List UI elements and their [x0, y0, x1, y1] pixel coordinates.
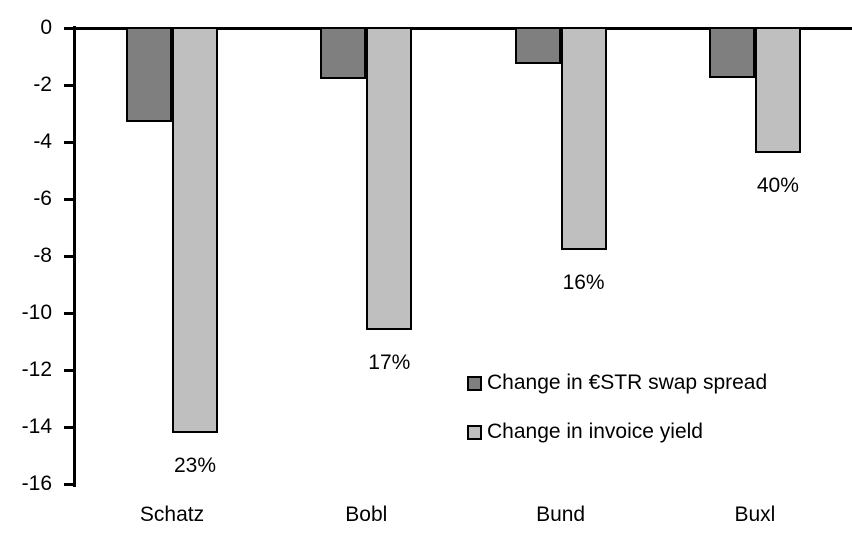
bar-swap-spread-buxl — [708, 27, 755, 78]
y-tick-label: 0 — [40, 16, 52, 39]
category-label-bobl: Bobl — [345, 503, 388, 526]
y-tick-label: -2 — [33, 73, 52, 96]
legend-swatch-dark-icon — [467, 375, 482, 391]
y-tick-mark — [64, 83, 74, 87]
legend-item-swap-spread: Change in €STR swap spread — [467, 370, 767, 396]
y-tick-mark — [64, 425, 74, 429]
legend-item-invoice-yield: Change in invoice yield — [467, 419, 767, 445]
y-axis-line — [73, 26, 76, 487]
y-tick-label: -16 — [21, 472, 52, 495]
y-tick-mark — [64, 197, 74, 201]
category-label-bund: Bund — [536, 503, 586, 526]
y-tick-label: -6 — [33, 187, 52, 210]
legend: Change in €STR swap spread Change in inv… — [467, 370, 767, 468]
category-label-buxl: Buxl — [734, 503, 776, 526]
bar-swap-spread-bobl — [320, 27, 367, 80]
value-label-bobl: 17% — [368, 351, 411, 375]
bar-swap-spread-schatz — [126, 27, 172, 123]
bar-swap-spread-bund — [514, 27, 561, 64]
y-tick-label: -12 — [21, 358, 52, 381]
y-tick-label: -8 — [33, 244, 52, 267]
bar-invoice-yield-schatz — [172, 27, 218, 433]
bar-invoice-yield-buxl — [754, 27, 801, 154]
y-tick-label: -10 — [21, 301, 52, 324]
y-tick-label: -4 — [33, 130, 52, 153]
bar-invoice-yield-bund — [560, 27, 607, 251]
legend-label-invoice-yield: Change in invoice yield — [487, 420, 703, 443]
y-tick-label: -14 — [21, 415, 52, 438]
y-tick-mark — [64, 482, 74, 486]
legend-swatch-light-icon — [467, 424, 482, 440]
value-label-schatz: 23% — [173, 453, 217, 477]
bar-invoice-yield-bobl — [366, 27, 413, 331]
value-label-buxl: 40% — [756, 174, 799, 198]
y-tick-mark — [64, 311, 74, 315]
y-tick-mark — [64, 368, 74, 372]
y-tick-mark — [64, 140, 74, 144]
y-tick-mark — [64, 26, 74, 30]
value-label-bund: 16% — [562, 271, 605, 295]
legend-label-swap-spread: Change in €STR swap spread — [487, 371, 768, 394]
x-axis-zero-line — [73, 27, 852, 30]
category-label-schatz: Schatz — [139, 503, 205, 526]
y-tick-mark — [64, 254, 74, 258]
